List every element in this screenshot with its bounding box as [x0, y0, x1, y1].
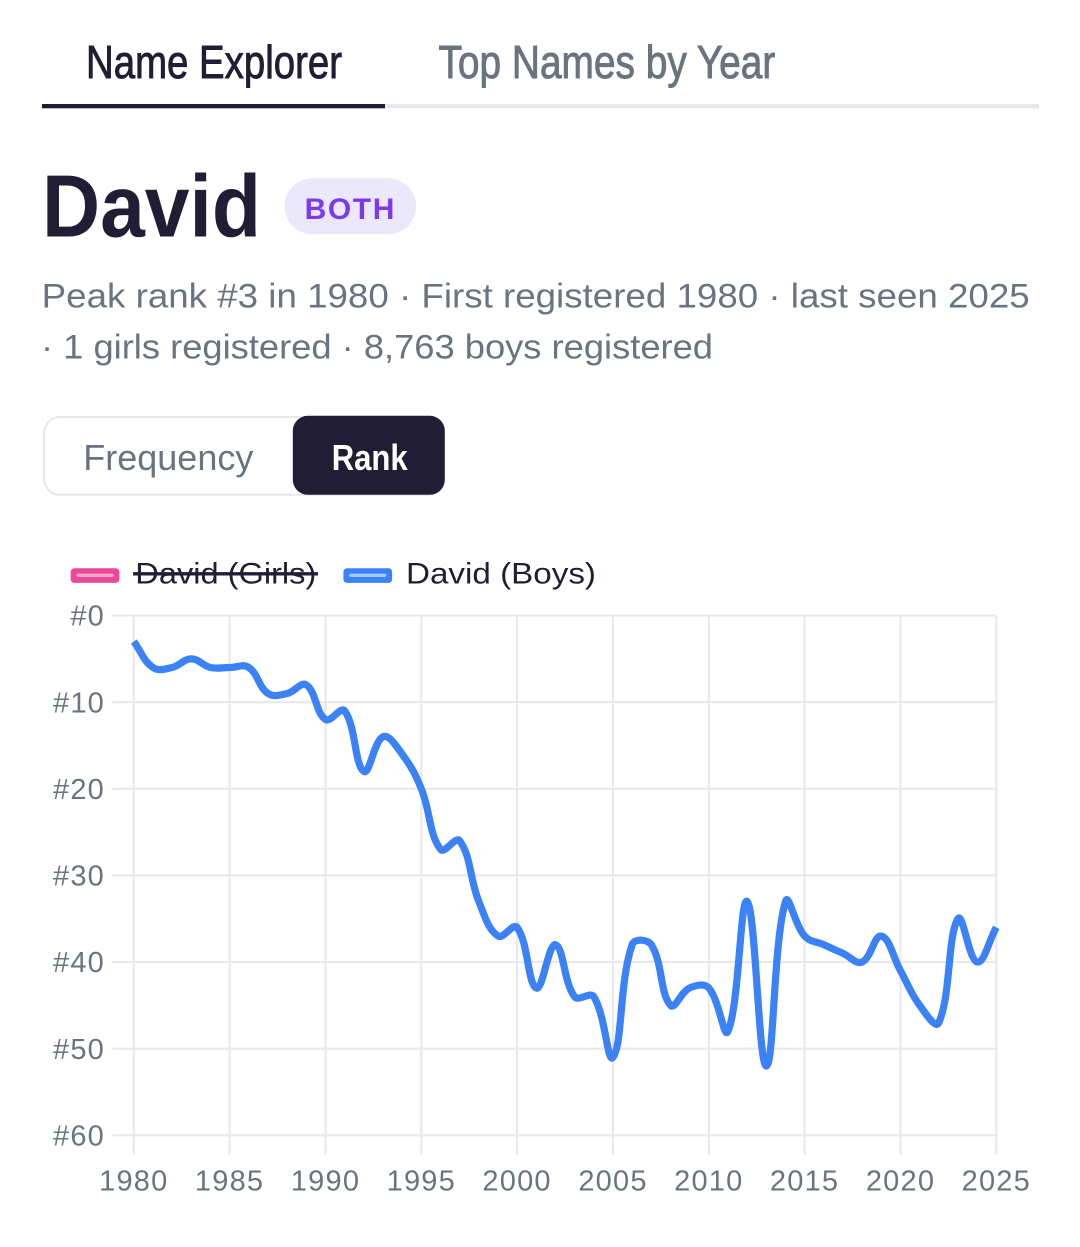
svg-text:2010: 2010 — [674, 1165, 743, 1197]
svg-text:Peak rank #3 in 1980 · First r: Peak rank #3 in 1980 · First registered … — [42, 277, 1030, 315]
svg-text:#0: #0 — [70, 601, 105, 633]
svg-text:1990: 1990 — [291, 1165, 360, 1197]
svg-text:2015: 2015 — [770, 1165, 839, 1197]
svg-text:2020: 2020 — [866, 1165, 935, 1197]
svg-text:1980: 1980 — [99, 1165, 168, 1197]
svg-text:Rank: Rank — [332, 437, 409, 478]
svg-text:#20: #20 — [53, 774, 105, 806]
svg-text:· 1 girls registered · 8,763 b: · 1 girls registered · 8,763 boys regist… — [41, 329, 713, 367]
svg-text:Name Explorer: Name Explorer — [86, 36, 342, 88]
svg-text:Top Names by Year: Top Names by Year — [439, 36, 776, 88]
svg-text:#40: #40 — [53, 947, 105, 979]
svg-text:1995: 1995 — [387, 1165, 456, 1197]
svg-text:2000: 2000 — [482, 1165, 551, 1197]
svg-text:2005: 2005 — [578, 1165, 647, 1197]
svg-text:#50: #50 — [53, 1034, 105, 1066]
svg-text:David (Boys): David (Boys) — [406, 557, 596, 590]
svg-text:David: David — [42, 157, 261, 256]
svg-text:#30: #30 — [53, 861, 105, 893]
svg-text:2025: 2025 — [962, 1165, 1031, 1197]
svg-text:1985: 1985 — [195, 1165, 264, 1197]
svg-text:#60: #60 — [53, 1121, 105, 1153]
svg-text:Frequency: Frequency — [83, 437, 253, 478]
svg-text:#10: #10 — [53, 687, 105, 719]
svg-text:BOTH: BOTH — [305, 193, 396, 226]
